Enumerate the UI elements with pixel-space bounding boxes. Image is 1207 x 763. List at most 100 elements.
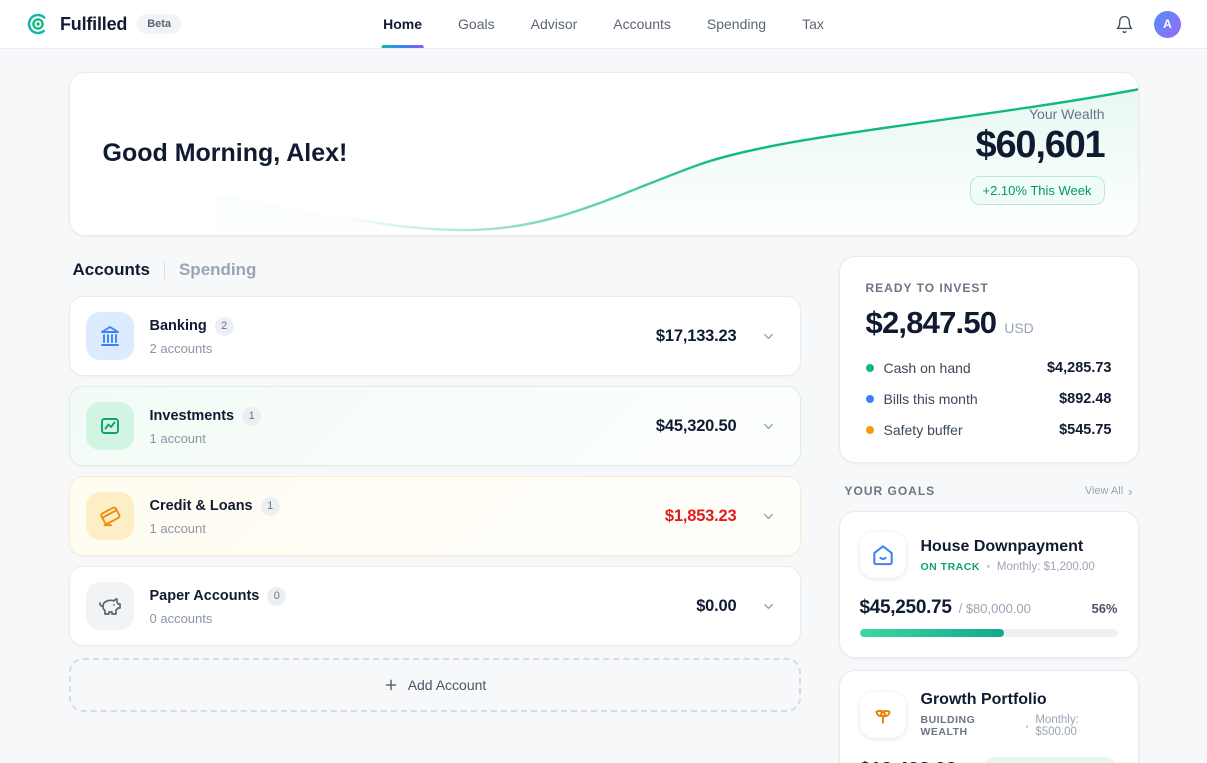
goal-card-house-downpayment[interactable]: House Downpayment ON TRACK Monthly: $1,2… <box>838 511 1139 658</box>
account-group-credit-loans[interactable]: Credit & Loans 1 1 account $1,853.23 <box>68 476 801 556</box>
invest-item-safety-buffer: Safety buffer $545.75 <box>865 422 1112 438</box>
account-group-amount: $45,320.50 <box>655 416 737 435</box>
account-group-paper-accounts[interactable]: Paper Accounts 0 0 accounts $0.00 <box>68 566 801 646</box>
invest-item-label: Bills this month <box>883 391 978 407</box>
view-all-label: View All <box>1084 485 1124 497</box>
goal-monthly: Monthly: $500.00 <box>1035 714 1079 738</box>
currency-label: USD <box>1004 320 1034 336</box>
add-account-label: Add Account <box>407 677 487 693</box>
bank-icon <box>85 312 134 360</box>
account-group-banking[interactable]: Banking 2 2 accounts $17,133.23 <box>68 296 801 376</box>
goal-percent: 56% <box>1091 601 1118 616</box>
sprout-icon <box>859 691 906 738</box>
orange-dot-icon <box>865 426 874 434</box>
wealth-value: $60,601 <box>975 124 1106 166</box>
account-group-amount: $1,853.23 <box>664 506 737 525</box>
fulfilled-logo-icon <box>26 12 50 36</box>
account-group-info: Investments 1 1 account <box>149 406 262 446</box>
account-count-badge: 0 <box>267 586 287 606</box>
chevron-down-icon[interactable] <box>761 599 776 614</box>
wealth-label: Your Wealth <box>1029 106 1105 122</box>
notifications-bell-icon[interactable] <box>1115 15 1134 34</box>
sidebar-column: READY TO INVEST $2,847.50 USD Cash on ha… <box>838 256 1139 763</box>
chevron-down-icon[interactable] <box>761 509 776 524</box>
plus-icon <box>383 677 399 693</box>
nav-item-accounts[interactable]: Accounts <box>613 16 671 32</box>
account-group-info: Banking 2 2 accounts <box>149 316 234 356</box>
goal-status-badge: BUILDING WEALTH <box>920 714 976 738</box>
invest-item-value: $4,285.73 <box>1046 360 1112 376</box>
ready-to-invest-title: READY TO INVEST <box>865 281 989 295</box>
piggy-bank-icon <box>85 582 134 630</box>
top-navigation-bar: Fulfilled Beta Home Goals Advisor Accoun… <box>0 0 1207 49</box>
invest-item-bills: Bills this month $892.48 <box>865 391 1112 407</box>
blue-dot-icon <box>865 395 874 403</box>
gain-badge: +$3,742.18 (43%) <box>981 757 1118 763</box>
account-group-subtitle: 2 accounts <box>149 340 213 356</box>
goals-header: YOUR GOALS View All › <box>845 484 1133 498</box>
beta-badge: Beta <box>137 14 182 34</box>
top-right-actions: A <box>1115 10 1181 38</box>
nav-item-home[interactable]: Home <box>381 0 424 48</box>
account-count-badge: 2 <box>214 316 234 336</box>
goal-current-amount: $12,438.92 <box>860 759 957 763</box>
goal-name: Growth Portfolio <box>920 691 1047 708</box>
goal-target-amount: / $80,000.00 <box>958 601 1031 616</box>
chevron-right-icon: › <box>1128 483 1133 499</box>
wealth-trend-line <box>213 88 1138 235</box>
chart-icon <box>85 402 134 450</box>
goal-current-amount: $45,250.75 <box>859 597 952 618</box>
wealth-summary: Your Wealth $60,601 +2.10% This Week <box>969 106 1106 205</box>
add-account-button[interactable]: Add Account <box>68 658 801 712</box>
invest-item-cash-on-hand: Cash on hand $4,285.73 <box>865 360 1112 376</box>
account-group-subtitle: 0 accounts <box>149 610 213 626</box>
account-count-badge: 1 <box>242 406 262 426</box>
nav-item-spending[interactable]: Spending <box>706 16 767 32</box>
invest-item-value: $892.48 <box>1059 391 1112 407</box>
accounts-column: Accounts Spending Ba <box>68 256 801 763</box>
account-group-info: Credit & Loans 1 1 account <box>149 496 280 536</box>
ready-to-invest-amount: $2,847.50 <box>865 305 998 340</box>
tab-accounts[interactable]: Accounts <box>72 260 150 279</box>
goal-status-badge: ON TRACK <box>920 560 980 573</box>
goal-progress-bar <box>859 629 1118 637</box>
chevron-down-icon[interactable] <box>761 329 776 344</box>
house-icon <box>859 532 906 578</box>
account-group-info: Paper Accounts 0 0 accounts <box>149 586 287 626</box>
account-group-subtitle: 1 account <box>149 520 206 536</box>
account-count-badge: 1 <box>260 496 280 516</box>
brand[interactable]: Fulfilled Beta <box>26 12 182 36</box>
ready-to-invest-card: READY TO INVEST $2,847.50 USD Cash on ha… <box>838 256 1139 463</box>
chevron-down-icon[interactable] <box>761 419 776 434</box>
goal-monthly: Monthly: $1,200.00 <box>996 560 1095 573</box>
weekly-change-badge: +2.10% This Week <box>969 176 1105 205</box>
account-group-name: Investments <box>149 408 235 424</box>
nav-item-goals[interactable]: Goals <box>458 16 495 32</box>
wealth-hero-card: Good Morning, Alex! Your Wealth $60,601 … <box>68 72 1139 236</box>
account-group-amount: $17,133.23 <box>655 326 737 345</box>
invest-item-value: $545.75 <box>1059 422 1112 438</box>
account-group-investments[interactable]: Investments 1 1 account $45,320.50 <box>68 386 801 466</box>
goal-card-growth-portfolio[interactable]: Growth Portfolio BUILDING WEALTH Monthly… <box>838 670 1139 763</box>
separator-dot <box>986 565 990 568</box>
separator-dot <box>1025 724 1029 728</box>
brand-name: Fulfilled <box>60 13 128 34</box>
tab-spending[interactable]: Spending <box>178 260 257 279</box>
green-dot-icon <box>865 364 874 372</box>
nav-item-tax[interactable]: Tax <box>802 16 824 32</box>
goals-title: YOUR GOALS <box>844 484 936 498</box>
invest-item-label: Safety buffer <box>883 422 963 438</box>
main-nav: Home Goals Advisor Accounts Spending Tax <box>381 0 824 48</box>
avatar[interactable]: A <box>1154 10 1181 38</box>
account-group-subtitle: 1 account <box>149 430 206 446</box>
account-group-name: Banking <box>149 318 207 334</box>
goal-progress-fill <box>859 629 1004 637</box>
credit-card-icon <box>85 492 134 540</box>
tab-divider <box>163 261 165 279</box>
view-all-link[interactable]: View All › <box>1085 485 1133 498</box>
nav-item-advisor[interactable]: Advisor <box>530 16 578 32</box>
account-group-name: Credit & Loans <box>149 498 253 514</box>
account-group-name: Paper Accounts <box>149 588 260 604</box>
greeting-heading: Good Morning, Alex! <box>102 139 348 167</box>
